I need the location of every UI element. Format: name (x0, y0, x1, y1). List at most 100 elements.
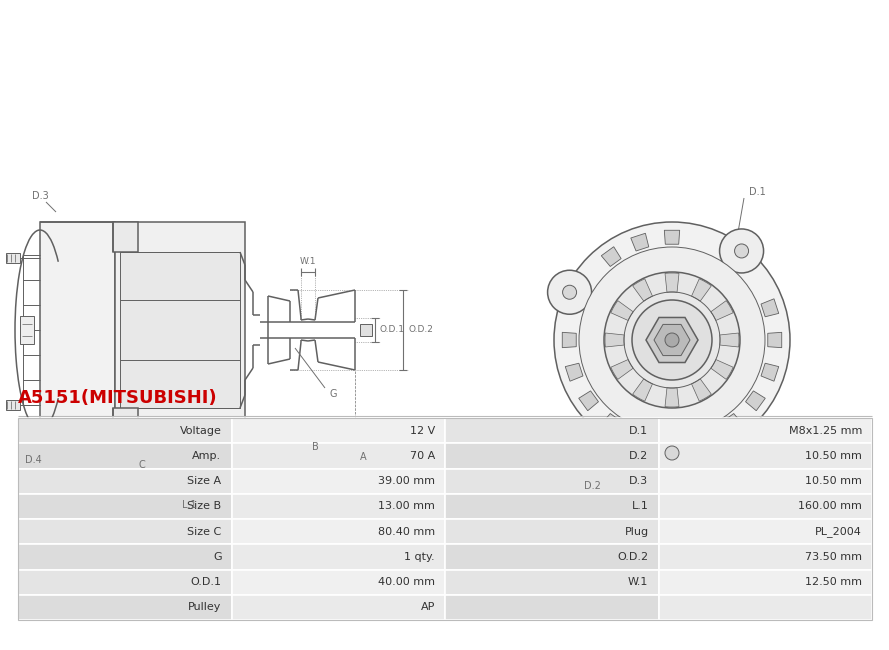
Text: 80.40 mm: 80.40 mm (378, 526, 435, 537)
Text: Size C: Size C (188, 526, 221, 537)
Bar (659, 569, 872, 595)
Text: Pulley: Pulley (188, 603, 221, 612)
Text: 73.50 mm: 73.50 mm (805, 552, 862, 562)
Text: 12 V: 12 V (410, 426, 435, 436)
Polygon shape (692, 279, 711, 301)
Polygon shape (746, 391, 765, 411)
Bar (40, 222, 115, 438)
Text: O.D.1: O.D.1 (380, 326, 404, 335)
Bar (445, 544, 659, 569)
Polygon shape (611, 359, 633, 380)
Polygon shape (761, 299, 779, 317)
Text: Amp.: Amp. (192, 451, 221, 461)
Bar (659, 418, 872, 443)
Text: L.1: L.1 (631, 501, 648, 512)
Text: D.1: D.1 (749, 187, 765, 197)
Bar (18, 544, 231, 569)
Polygon shape (720, 333, 739, 347)
Text: Voltage: Voltage (180, 426, 221, 436)
Bar (445, 519, 659, 544)
Bar (231, 544, 445, 569)
Bar (6, 400, 20, 410)
Text: C: C (138, 460, 145, 470)
Circle shape (579, 247, 765, 433)
Bar (231, 569, 445, 595)
Polygon shape (611, 300, 633, 320)
Polygon shape (579, 391, 598, 411)
Text: G: G (212, 552, 221, 562)
Text: 39.00 mm: 39.00 mm (378, 476, 435, 486)
Bar (120, 252, 240, 408)
Polygon shape (665, 388, 679, 407)
Bar (115, 222, 245, 438)
Polygon shape (654, 324, 690, 356)
Circle shape (719, 229, 764, 273)
Bar (659, 469, 872, 494)
Bar (445, 494, 659, 519)
Text: 12.50 mm: 12.50 mm (805, 577, 862, 587)
Bar (445, 443, 659, 469)
Circle shape (665, 446, 679, 460)
Text: Size B: Size B (188, 501, 221, 512)
Text: 1 qty.: 1 qty. (404, 552, 435, 562)
Bar (231, 595, 445, 620)
Polygon shape (633, 279, 653, 301)
Bar (659, 544, 872, 569)
Text: 40.00 mm: 40.00 mm (378, 577, 435, 587)
Polygon shape (768, 332, 781, 348)
Polygon shape (565, 363, 583, 381)
Bar (18, 494, 231, 519)
Text: O.D.1: O.D.1 (190, 577, 221, 587)
Text: PL_2004: PL_2004 (815, 526, 862, 537)
Circle shape (563, 285, 577, 299)
Bar (113, 222, 138, 252)
Bar (18, 569, 231, 595)
Bar (18, 519, 231, 544)
Bar (659, 494, 872, 519)
Bar (18, 443, 231, 469)
Text: D.3: D.3 (32, 191, 48, 201)
Text: D.4: D.4 (25, 455, 42, 465)
Text: W.1: W.1 (629, 577, 648, 587)
Bar (18, 418, 872, 620)
Bar (360, 324, 372, 336)
Circle shape (734, 244, 749, 258)
Bar (445, 418, 659, 443)
Bar (659, 519, 872, 544)
Text: D.3: D.3 (629, 476, 648, 486)
Circle shape (632, 300, 712, 380)
Circle shape (604, 272, 740, 408)
Bar (6, 253, 20, 263)
Text: 10.50 mm: 10.50 mm (805, 476, 862, 486)
Polygon shape (761, 363, 779, 381)
Bar (231, 494, 445, 519)
Text: O.D.2: O.D.2 (617, 552, 648, 562)
Text: Size A: Size A (188, 476, 221, 486)
Bar (231, 469, 445, 494)
Text: D.2: D.2 (629, 451, 648, 461)
Bar (231, 519, 445, 544)
Polygon shape (711, 359, 733, 380)
Bar (445, 595, 659, 620)
Circle shape (554, 222, 790, 458)
Polygon shape (601, 247, 621, 266)
Text: W.1: W.1 (300, 257, 316, 266)
Circle shape (548, 270, 591, 314)
Bar (18, 418, 231, 443)
Circle shape (665, 333, 679, 347)
Text: D.1: D.1 (629, 426, 648, 436)
Bar (659, 443, 872, 469)
Polygon shape (664, 230, 680, 244)
Text: L.1: L.1 (181, 500, 196, 510)
Circle shape (650, 431, 694, 475)
Bar (445, 569, 659, 595)
Text: 10.50 mm: 10.50 mm (805, 451, 862, 461)
Polygon shape (723, 413, 742, 434)
Text: D.2: D.2 (583, 481, 600, 491)
Text: M8x1.25 mm: M8x1.25 mm (789, 426, 862, 436)
Polygon shape (646, 317, 698, 363)
Polygon shape (601, 413, 621, 434)
Bar (20, 316, 34, 344)
Polygon shape (692, 379, 711, 401)
Bar (18, 595, 231, 620)
